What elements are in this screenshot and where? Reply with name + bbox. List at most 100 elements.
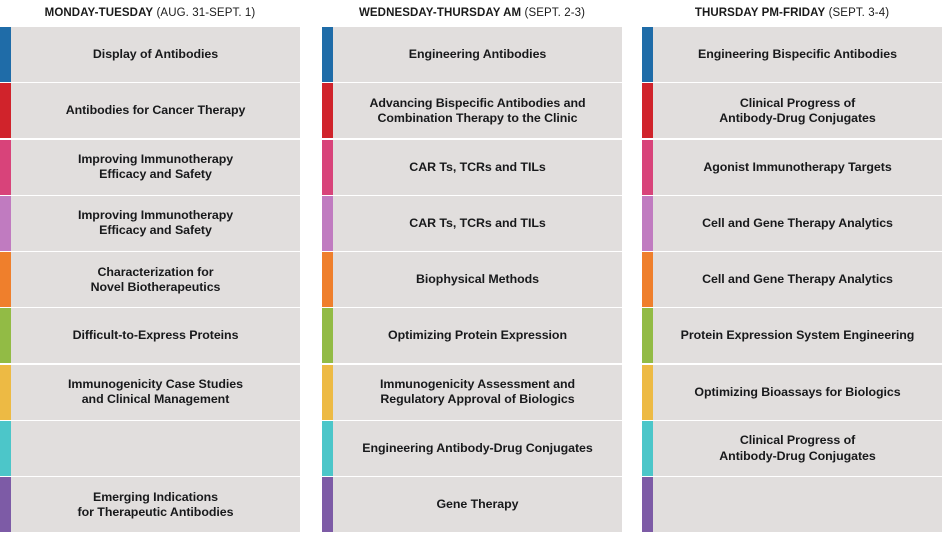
track-color-bar-icon [322, 308, 333, 364]
track-cell[interactable]: Improving Immunotherapy Efficacy and Saf… [11, 139, 300, 195]
track-cell[interactable]: Improving Immunotherapy Efficacy and Saf… [11, 195, 300, 251]
track-title: Difficult-to-Express Proteins [72, 328, 239, 343]
track-title: Protein Expression System Engineering [680, 328, 915, 343]
track-cell[interactable]: Cell and Gene Therapy Analytics [653, 195, 942, 251]
track-cell[interactable]: Clinical Progress of Antibody-Drug Conju… [653, 83, 942, 139]
track-row[interactable]: Clinical Progress of Antibody-Drug Conju… [642, 83, 942, 139]
track-color-bar-icon [0, 477, 11, 533]
track-title: Advancing Bispecific Antibodies and Comb… [369, 95, 586, 125]
track-row[interactable]: Cell and Gene Therapy Analytics [642, 252, 942, 308]
track-title: Cell and Gene Therapy Analytics [702, 215, 893, 230]
track-cell[interactable]: Protein Expression System Engineering [653, 308, 942, 364]
track-cell[interactable]: Immunogenicity Assessment and Regulatory… [333, 364, 622, 420]
column-header-dates: (SEPT. 3-4) [828, 7, 890, 19]
track-color-bar-icon [0, 364, 11, 420]
track-color-bar-icon [0, 27, 11, 82]
track-title: Improving Immunotherapy Efficacy and Saf… [77, 208, 234, 238]
track-row[interactable]: CAR Ts, TCRs and TILs [322, 195, 622, 251]
column-header-day: THURSDAY PM-FRIDAY [694, 7, 826, 19]
track-row[interactable]: Antibodies for Cancer Therapy [0, 83, 300, 139]
column-header: THURSDAY PM-FRIDAY (SEPT. 3-4) [642, 0, 942, 27]
track-title: Improving Immunotherapy Efficacy and Saf… [77, 151, 234, 182]
track-cell-empty [11, 421, 300, 477]
track-row[interactable] [642, 477, 942, 533]
track-cell[interactable]: Emerging Indications for Therapeutic Ant… [11, 477, 300, 533]
track-title: Engineering Antibody-Drug Conjugates [362, 441, 593, 456]
track-cell[interactable]: Advancing Bispecific Antibodies and Comb… [333, 83, 622, 139]
track-row[interactable]: Emerging Indications for Therapeutic Ant… [0, 477, 300, 533]
track-title: CAR Ts, TCRs and TILs [409, 215, 546, 230]
track-cell[interactable]: Antibodies for Cancer Therapy [11, 83, 300, 139]
track-color-bar-icon [0, 308, 11, 364]
track-row[interactable]: Advancing Bispecific Antibodies and Comb… [322, 83, 622, 139]
track-title: Agonist Immunotherapy Targets [703, 159, 892, 174]
track-row-list: Engineering Antibodies Advancing Bispecif… [322, 27, 622, 533]
track-color-bar-icon [322, 139, 333, 195]
track-cell[interactable]: Difficult-to-Express Proteins [11, 308, 300, 364]
column-header: WEDNESDAY-THURSDAY AM (SEPT. 2-3) [322, 0, 622, 27]
track-row[interactable]: Immunogenicity Assessment and Regulatory… [322, 364, 622, 420]
track-title: Cell and Gene Therapy Analytics [702, 272, 893, 287]
track-title: Engineering Antibodies [408, 46, 547, 61]
track-color-bar-icon [642, 139, 653, 195]
track-color-bar-icon [0, 139, 11, 195]
track-color-bar-icon [0, 252, 11, 308]
track-cell[interactable]: Biophysical Methods [333, 252, 622, 308]
track-row[interactable]: Biophysical Methods [322, 252, 622, 308]
track-color-bar-icon [642, 477, 653, 533]
column-header-dates: (SEPT. 2-3) [524, 7, 586, 19]
track-row[interactable]: Characterization for Novel Biotherapeuti… [0, 252, 300, 308]
track-title: Engineering Bispecific Antibodies [698, 46, 897, 61]
track-cell[interactable]: CAR Ts, TCRs and TILs [333, 139, 622, 195]
track-cell[interactable]: Gene Therapy [333, 477, 622, 533]
track-cell[interactable]: Characterization for Novel Biotherapeuti… [11, 252, 300, 308]
track-row[interactable]: Optimizing Bioassays for Biologics [642, 364, 942, 420]
track-color-bar-icon [642, 83, 653, 139]
track-cell[interactable]: Cell and Gene Therapy Analytics [653, 252, 942, 308]
track-cell[interactable]: Optimizing Protein Expression [333, 308, 622, 364]
track-color-bar-icon [322, 195, 333, 251]
track-row[interactable]: Improving Immunotherapy Efficacy and Saf… [0, 139, 300, 195]
track-row[interactable]: Cell and Gene Therapy Analytics [642, 195, 942, 251]
track-cell[interactable]: Display of Antibodies [11, 27, 300, 82]
track-title: Antibodies for Cancer Therapy [65, 103, 246, 118]
track-color-bar-icon [642, 195, 653, 251]
track-cell[interactable]: Engineering Antibody-Drug Conjugates [333, 421, 622, 477]
track-row[interactable]: CAR Ts, TCRs and TILs [322, 139, 622, 195]
track-title: Display of Antibodies [92, 46, 219, 61]
column-header-day: WEDNESDAY-THURSDAY AM [358, 7, 522, 19]
track-color-bar-icon [642, 252, 653, 308]
track-row[interactable]: Gene Therapy [322, 477, 622, 533]
track-row[interactable]: Engineering Antibodies [322, 27, 622, 82]
track-row[interactable]: Protein Expression System Engineering [642, 308, 942, 364]
track-cell[interactable]: CAR Ts, TCRs and TILs [333, 195, 622, 251]
track-cell[interactable]: Immunogenicity Case Studies and Clinical… [11, 364, 300, 420]
track-cell[interactable]: Optimizing Bioassays for Biologics [653, 364, 942, 420]
track-row-list: Engineering Bispecific Antibodies Clinica… [642, 27, 942, 533]
track-row-list: Display of Antibodies Antibodies for Canc… [0, 27, 300, 533]
track-title: Gene Therapy [436, 497, 519, 512]
track-title: Clinical Progress of Antibody-Drug Conju… [719, 95, 876, 125]
track-cell[interactable]: Engineering Bispecific Antibodies [653, 27, 942, 82]
track-cell[interactable]: Clinical Progress of Antibody-Drug Conju… [653, 421, 942, 477]
track-color-bar-icon [322, 364, 333, 420]
track-color-bar-icon [642, 308, 653, 364]
track-row[interactable] [0, 421, 300, 477]
track-row[interactable]: Clinical Progress of Antibody-Drug Conju… [642, 421, 942, 477]
track-row[interactable]: Display of Antibodies [0, 27, 300, 82]
track-row[interactable]: Agonist Immunotherapy Targets [642, 139, 942, 195]
track-color-bar-icon [642, 421, 653, 477]
track-row[interactable]: Engineering Bispecific Antibodies [642, 27, 942, 82]
track-cell[interactable]: Agonist Immunotherapy Targets [653, 139, 942, 195]
track-title: Biophysical Methods [416, 272, 539, 287]
track-row[interactable]: Engineering Antibody-Drug Conjugates [322, 421, 622, 477]
track-row[interactable]: Improving Immunotherapy Efficacy and Saf… [0, 195, 300, 251]
track-title: Optimizing Bioassays for Biologics [694, 384, 901, 399]
track-color-bar-icon [322, 477, 333, 533]
track-color-bar-icon [0, 195, 11, 251]
track-row[interactable]: Difficult-to-Express Proteins [0, 308, 300, 364]
track-row[interactable]: Immunogenicity Case Studies and Clinical… [0, 364, 300, 420]
track-cell[interactable]: Engineering Antibodies [333, 27, 622, 82]
track-row[interactable]: Optimizing Protein Expression [322, 308, 622, 364]
